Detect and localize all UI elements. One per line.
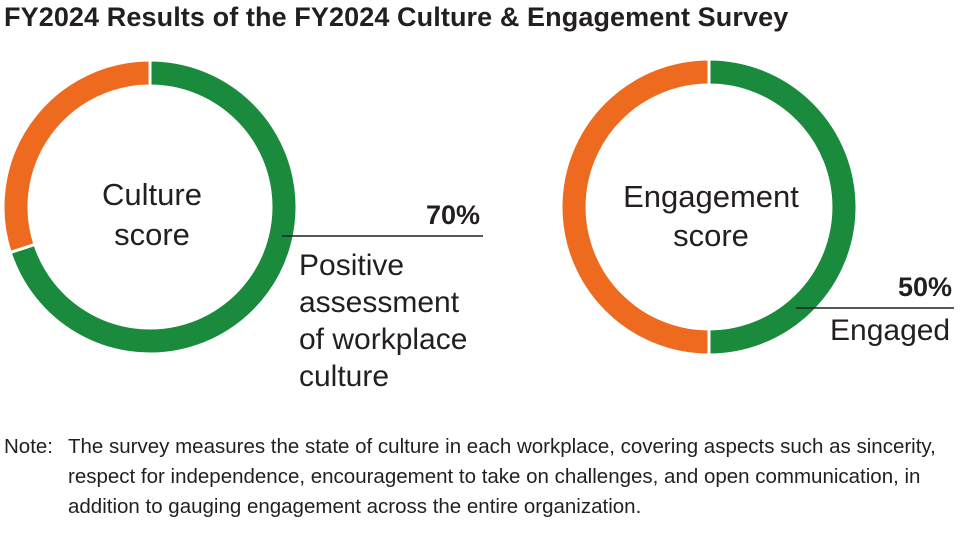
culture-score-donut (1, 58, 299, 356)
culture-description: Positive assessment of workplace culture (299, 249, 468, 393)
culture-slice-0 (8, 58, 299, 356)
footnote: Note: The survey measures the state of c… (4, 432, 954, 522)
culture-center-label-line2: score (114, 217, 190, 252)
engagement-center-label-line2: score (673, 218, 749, 253)
culture-slice-1 (1, 58, 152, 255)
engagement-score-donut (559, 57, 859, 357)
footnote-text: The survey measures the state of culture… (68, 435, 936, 518)
engagement-center-label-line1: Engagement (623, 179, 799, 214)
culture-value-label: 70% (425, 200, 480, 230)
engagement-value-label: 50% (897, 272, 952, 302)
chart-title: FY2024 Results of the FY2024 Culture & E… (4, 2, 789, 32)
footnote-prefix: Note: (4, 435, 53, 458)
engagement-description: Engaged (830, 314, 951, 347)
engagement-slice-1 (559, 57, 711, 357)
culture-center-label-line1: Culture (102, 177, 202, 212)
